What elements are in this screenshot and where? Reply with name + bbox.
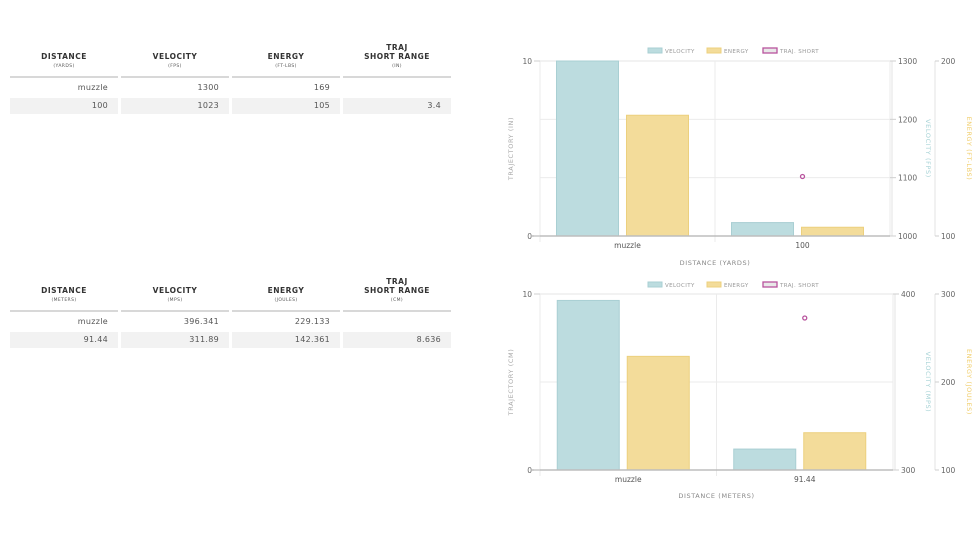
cell-velocity: 1023 [121,98,229,114]
y-tick-label-energy: 100 [941,232,956,241]
y-axis-label-velocity: VELOCITY (FPS) [924,119,932,178]
legend-swatch-velocity [647,47,663,54]
bar-velocity [733,448,797,471]
y-tick-label-velocity: 1300 [898,57,917,66]
bar-velocity [731,222,794,237]
cell-velocity: 311.89 [121,332,229,348]
column-header-velocity: VELOCITY (MPS) [121,274,229,312]
ballistics-table-imperial: DISTANCE (YARDS) VELOCITY (FPS) ENERGY (FT-… [10,40,451,114]
table-row: 100 1023 105 3.4 [10,98,451,114]
cell-trajectory [343,314,451,330]
point-traj-short [799,173,806,180]
bar-energy [803,432,867,471]
legend-swatch-traj [762,47,778,54]
cell-velocity: 1300 [197,83,219,92]
y-tick-label-traj: 0 [527,466,532,475]
cell-distance: 91.44 [10,332,118,348]
cell-distance: muzzle [77,83,108,92]
legend-swatch-velocity [647,281,663,288]
legend-label-energy: ENERGY [724,49,749,55]
bar-velocity [556,60,619,237]
cell-trajectory: 8.636 [343,332,451,348]
legend-label-velocity: VELOCITY [665,283,695,289]
y-tick-label-velocity: 1200 [898,115,917,124]
y-axis-label-traj: TRAJECTORY (IN) [507,117,515,181]
table-row: muzzle 396.341 229.133 [10,314,451,330]
legend-swatch-energy [706,281,722,288]
y-tick-label-traj: 0 [527,232,532,241]
point-traj-short [802,315,808,321]
y-tick-label-traj: 10 [522,290,532,299]
y-tick-label-velocity: 1100 [898,174,917,183]
x-axis-label: DISTANCE (YARDS) [680,259,751,267]
y-axis-label-velocity: VELOCITY (MPS) [924,352,932,413]
cell-energy: 169 [313,83,330,92]
bar-velocity [556,299,620,471]
legend-label-energy: ENERGY [724,283,749,289]
y-tick-label-velocity: 400 [901,290,916,299]
column-header-energy: ENERGY (FT-LBS) [232,40,340,78]
cell-energy: 229.133 [294,317,330,326]
bar-energy [626,114,689,237]
column-header-trajectory: TRAJ SHORT RANGE (CM) [343,274,451,312]
cell-energy: 142.361 [232,332,340,348]
y-axis-label-energy: ENERGY (FT-LBS) [965,117,973,181]
y-tick-label-velocity: 1000 [898,232,917,241]
bar-energy [626,355,690,471]
column-header-velocity: VELOCITY (FPS) [121,40,229,78]
legend-swatch-energy [706,47,722,54]
table-header: DISTANCE (METERS) VELOCITY (MPS) ENERGY (JO… [10,274,451,312]
y-tick-label-traj: 10 [522,57,532,66]
cell-trajectory [343,80,451,96]
column-header-distance: DISTANCE (METERS) [10,274,118,312]
column-header-energy: ENERGY (JOULES) [232,274,340,312]
table-row: muzzle 1300 169 [10,80,451,96]
y-tick-label-energy: 100 [941,466,956,475]
bar-energy [801,226,864,237]
cell-distance: muzzle [77,317,108,326]
table-header: DISTANCE (YARDS) VELOCITY (FPS) ENERGY (FT-… [10,40,451,78]
x-axis-label: DISTANCE (METERS) [678,492,754,500]
x-tick-label: muzzle [614,241,641,250]
x-tick-label: 91.44 [794,475,816,484]
legend-swatch-traj [762,281,778,288]
legend-label-traj: TRAJ. SHORT [779,283,819,289]
cell-velocity: 396.341 [183,317,219,326]
table-row: 91.44 311.89 142.361 8.636 [10,332,451,348]
y-tick-label-velocity: 300 [901,466,916,475]
column-header-distance: DISTANCE (YARDS) [10,40,118,78]
y-tick-label-energy: 200 [941,378,956,387]
y-axis-label-traj: TRAJECTORY (CM) [507,349,515,417]
x-tick-label: muzzle [615,475,642,484]
cell-energy: 105 [232,98,340,114]
ballistics-table-metric: DISTANCE (METERS) VELOCITY (MPS) ENERGY (JO… [10,274,451,348]
legend-label-velocity: VELOCITY [665,49,695,55]
y-axis-label-energy: ENERGY (JOULES) [965,349,973,415]
y-tick-label-energy: 200 [941,57,956,66]
cell-distance: 100 [10,98,118,114]
legend-label-traj: TRAJ. SHORT [779,49,819,55]
y-tick-label-energy: 300 [941,290,956,299]
x-tick-label: 100 [795,241,810,250]
cell-trajectory: 3.4 [343,98,451,114]
column-header-trajectory: TRAJ SHORT RANGE (IN) [343,40,451,78]
